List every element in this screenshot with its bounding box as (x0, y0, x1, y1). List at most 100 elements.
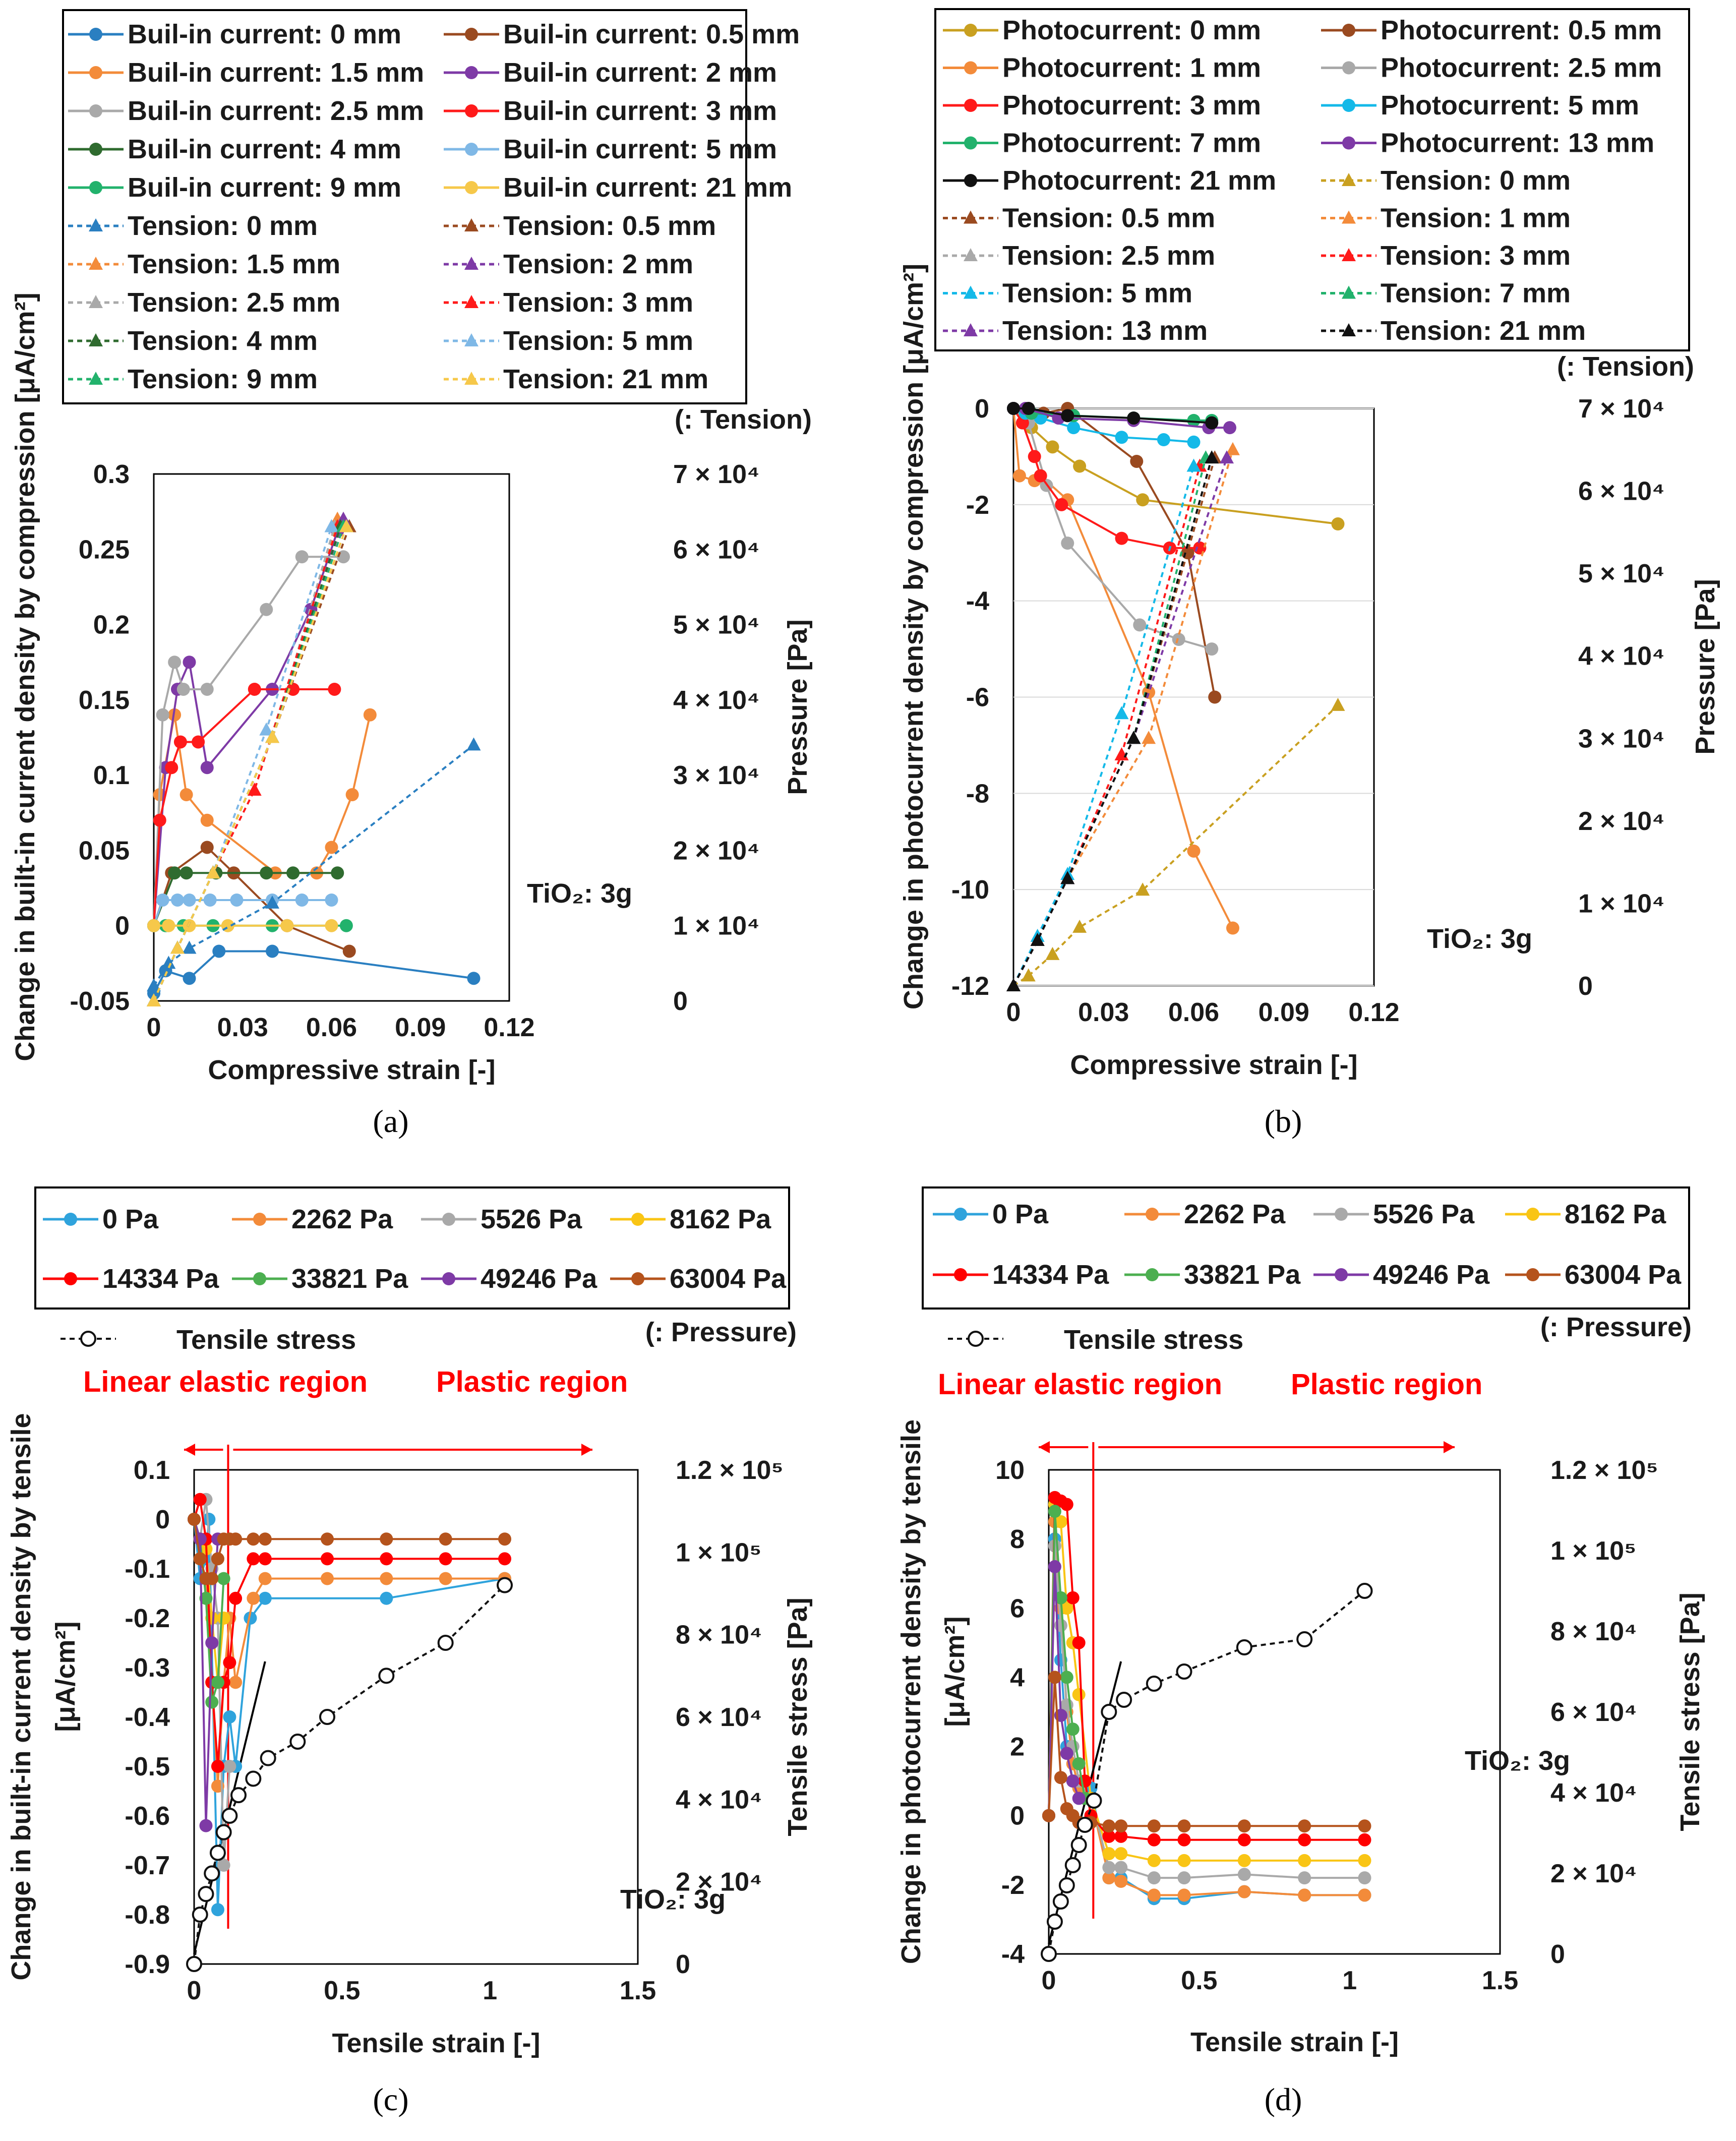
data-point (153, 813, 166, 827)
plot-frame (153, 473, 510, 1002)
legend-marker (1342, 61, 1355, 75)
y2-tick-label: 6 × 10⁴ (1550, 1698, 1637, 1727)
legend-box (934, 8, 1690, 351)
arrow-head (581, 1444, 592, 1456)
legend-marker (968, 1331, 984, 1347)
y-tick-label: -2 (966, 491, 989, 520)
data-point (1208, 690, 1222, 704)
legend-entry: Buil-in current: 1.5 mm (68, 57, 424, 88)
series (147, 519, 353, 1006)
data-point (1045, 946, 1060, 960)
data-point (1358, 1871, 1371, 1885)
y2-axis-label: Tensile stress [Pa] (1675, 1592, 1705, 1831)
data-point (192, 1907, 208, 1923)
data-point (437, 1635, 454, 1651)
legend-marker (64, 1272, 77, 1285)
legend-label: Tension: 5 mm (503, 326, 693, 356)
legend-label: Photocurrent: 2.5 mm (1381, 53, 1662, 83)
data-point (1126, 731, 1141, 744)
data-point (1177, 1871, 1191, 1885)
legend-entry: Tension: 2 mm (444, 249, 693, 279)
y2-axis-label: Tensile stress [Pa] (783, 1597, 813, 1836)
y2-tick-label: 1 × 10⁵ (1550, 1536, 1636, 1566)
legend-label: Photocurrent: 13 mm (1381, 128, 1654, 158)
legend-label: Tension: 2.5 mm (128, 287, 340, 318)
data-point (1127, 411, 1141, 425)
data-point (1147, 1819, 1161, 1833)
x-axis-label: Compressive strain [-] (1070, 1050, 1357, 1080)
y2-tick-label: 2 × 10⁴ (1578, 807, 1665, 836)
panel-a: Buil-in current: 0 mm Buil-in current: 0.… (10, 9, 813, 1139)
x-tick-label: 0.06 (306, 1013, 357, 1042)
data-point (147, 978, 161, 992)
y-tick-label: 0.05 (79, 836, 130, 865)
series-line (153, 556, 343, 926)
legend-entry: Buil-in current: 9 mm (68, 172, 401, 203)
plot-frame (193, 1469, 639, 1965)
y-tick-label: 0.1 (134, 1456, 170, 1485)
y2-tick-label: 3 × 10⁴ (673, 761, 760, 790)
series (186, 1577, 513, 1972)
y2-tick-label: 0 (1578, 972, 1593, 1001)
legend-label: Tensile stress (1064, 1325, 1243, 1355)
data-point (215, 1824, 232, 1840)
legend-entry: Tension: 9 mm (68, 364, 318, 394)
y-tick-label: -0.9 (125, 1950, 170, 1979)
legend-label: Tension: 1 mm (1381, 203, 1571, 233)
legend-entry: Tension: 0.5 mm (444, 211, 716, 241)
data-point (280, 919, 294, 932)
data-point (260, 603, 273, 616)
legend-label: Buil-in current: 1.5 mm (128, 57, 424, 88)
y-tick-label: 0 (1010, 1802, 1025, 1831)
legend-marker (964, 99, 977, 112)
legend-marker (1146, 1268, 1159, 1281)
y-tick-label: 6 (1010, 1594, 1025, 1623)
legend-marker (964, 24, 977, 37)
legend-entry: Buil-in current: 0.5 mm (444, 19, 800, 49)
legend-label: 5526 Pa (481, 1204, 582, 1234)
y-tick-label: 0 (155, 1505, 170, 1534)
legend-label: 2262 Pa (1184, 1199, 1286, 1229)
y2-tick-label: 1.2 × 10⁵ (676, 1456, 784, 1485)
y-tick-label: -2 (1001, 1871, 1025, 1900)
legend-marker (80, 1331, 96, 1347)
legend-label: 0 Pa (102, 1204, 159, 1234)
data-point (1358, 1888, 1371, 1902)
legend-label: Photocurrent: 0.5 mm (1381, 15, 1662, 45)
legend-marker (89, 372, 103, 385)
data-point (1060, 1747, 1073, 1760)
x-tick-label: 0 (1006, 998, 1021, 1027)
data-point (1358, 1819, 1371, 1833)
data-point (1205, 642, 1219, 656)
data-point (1331, 517, 1345, 530)
data-point (258, 1552, 272, 1566)
data-point (247, 1532, 260, 1546)
legend-marker (631, 1272, 644, 1285)
legend-entry: Photocurrent: 0 mm (943, 15, 1261, 45)
data-point (1226, 921, 1239, 935)
arrow-head (184, 1444, 195, 1456)
data-point (200, 761, 214, 775)
legend-marker (964, 210, 978, 224)
legend-entry: Tension: 5 mm (444, 326, 693, 356)
legend-marker (89, 104, 102, 117)
legend-label: Photocurrent: 1 mm (1002, 53, 1261, 83)
y-tick-label: -8 (966, 779, 989, 808)
legend-entry: Photocurrent: 7 mm (943, 128, 1261, 158)
data-point (199, 1591, 213, 1605)
data-point (244, 1612, 257, 1625)
data-point (1046, 440, 1059, 454)
legend-label: Tension: 7 mm (1381, 278, 1571, 309)
data-point (1102, 1829, 1116, 1843)
y-tick-label: -4 (1001, 1940, 1025, 1969)
y-axis-label: Change in built-in current density by co… (10, 292, 40, 1061)
data-point (1223, 421, 1236, 435)
data-point (321, 1552, 334, 1566)
data-point (1176, 1663, 1192, 1680)
legend-marker (964, 285, 978, 299)
data-point (1358, 1833, 1371, 1847)
legend-label: Buil-in current: 0 mm (128, 19, 401, 49)
legend-marker (64, 1213, 77, 1226)
legend-marker (1342, 99, 1355, 112)
data-point (1086, 1793, 1102, 1809)
